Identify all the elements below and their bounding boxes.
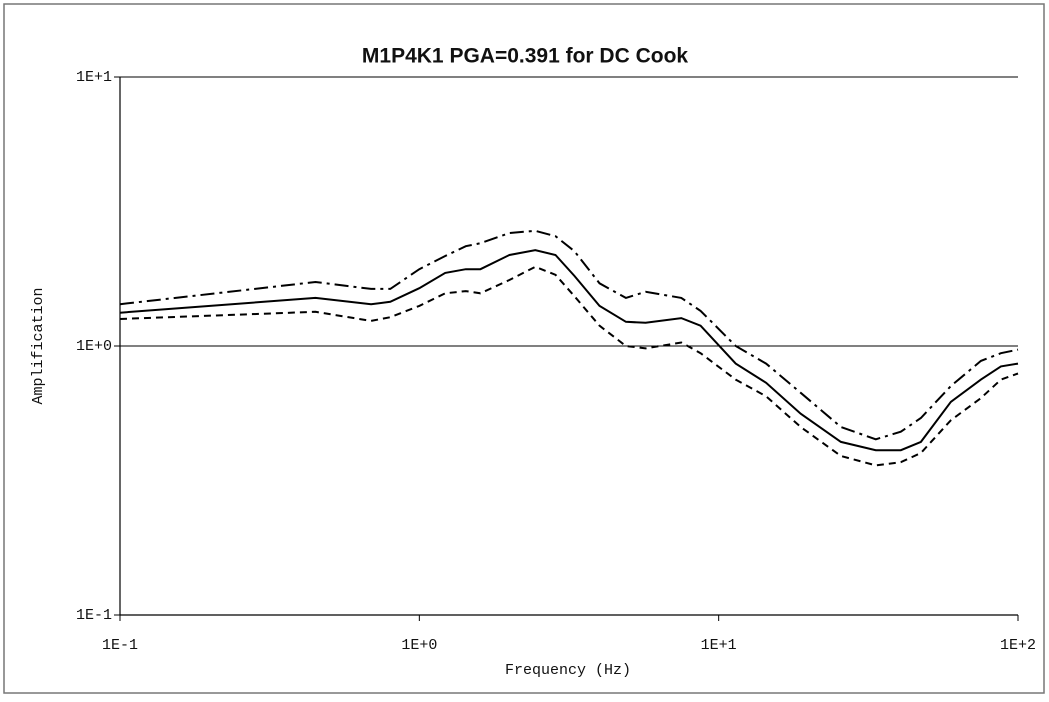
y-tick-label: 1E-1 xyxy=(76,607,112,624)
frame xyxy=(3,3,1045,694)
y-tick-label: 1E+0 xyxy=(76,338,112,355)
x-tick-label: 1E+1 xyxy=(701,637,737,654)
y-tick-label: 1E+1 xyxy=(76,69,112,86)
x-tick-label: 1E+0 xyxy=(401,637,437,654)
series-line xyxy=(119,229,1019,441)
y-axis-label: Amplification xyxy=(30,287,47,404)
x-tick-label: 1E-1 xyxy=(102,637,138,654)
series-line xyxy=(119,249,1019,452)
chart-title: M1P4K1 PGA=0.391 for DC Cook xyxy=(362,45,689,68)
x-tick-label: 1E+2 xyxy=(1000,637,1036,654)
series-line xyxy=(119,265,1019,467)
x-axis-label: Frequency (Hz) xyxy=(505,662,631,679)
